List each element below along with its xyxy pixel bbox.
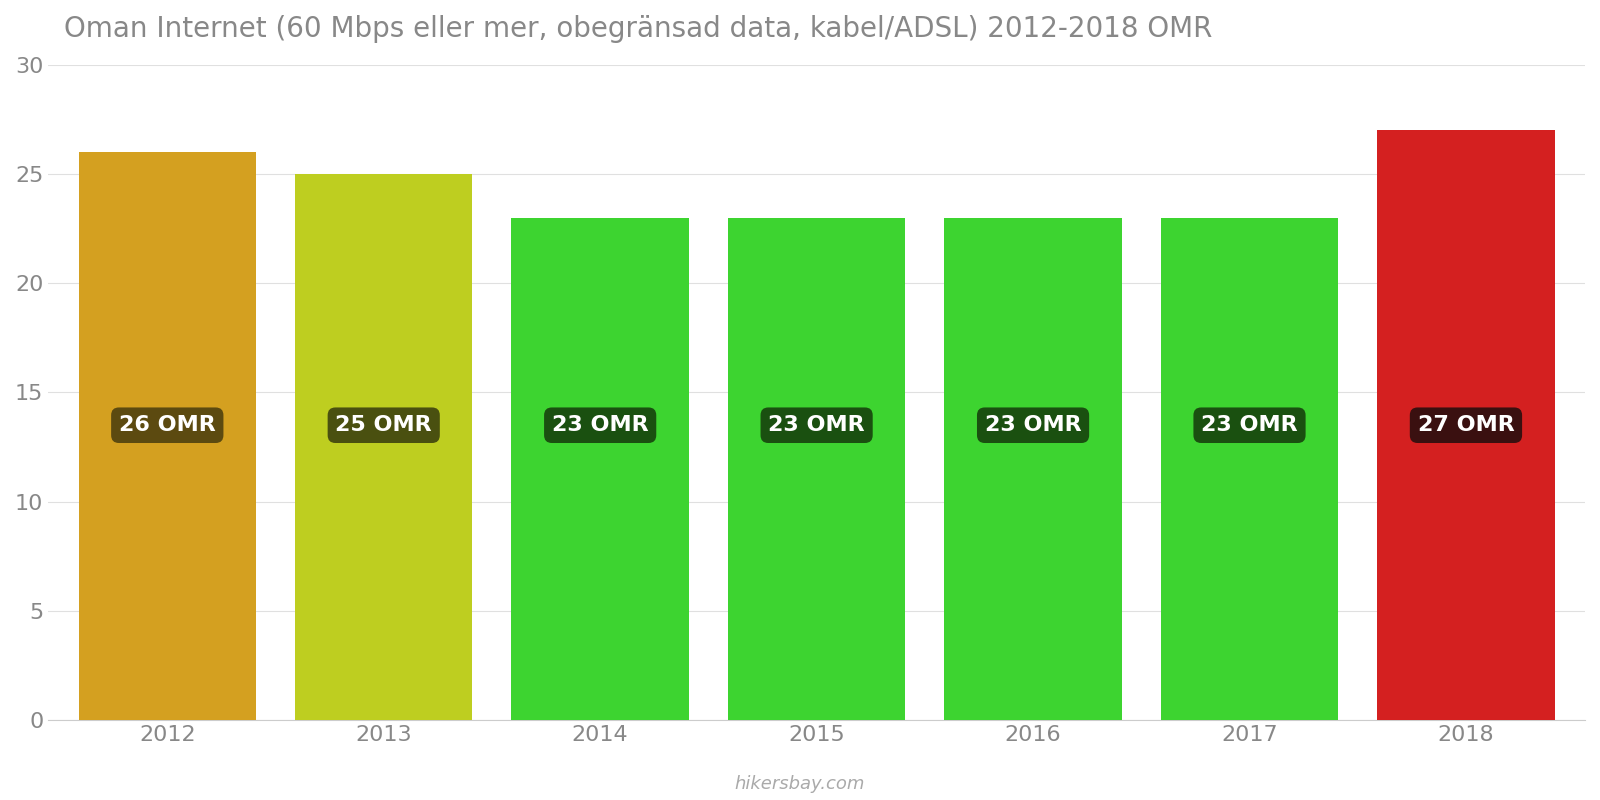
Bar (1378, 130, 1555, 720)
Bar (728, 218, 906, 720)
Text: 23 OMR: 23 OMR (984, 415, 1082, 435)
Text: 26 OMR: 26 OMR (118, 415, 216, 435)
Bar (294, 174, 472, 720)
Bar (512, 218, 690, 720)
Text: Oman Internet (60 Mbps eller mer, obegränsad data, kabel/ADSL) 2012-2018 OMR: Oman Internet (60 Mbps eller mer, obegrä… (64, 15, 1211, 43)
Text: 25 OMR: 25 OMR (336, 415, 432, 435)
Bar (78, 152, 256, 720)
Text: 23 OMR: 23 OMR (768, 415, 866, 435)
Text: 23 OMR: 23 OMR (1202, 415, 1298, 435)
Text: 27 OMR: 27 OMR (1418, 415, 1514, 435)
Text: hikersbay.com: hikersbay.com (734, 775, 866, 793)
Text: 23 OMR: 23 OMR (552, 415, 648, 435)
Bar (944, 218, 1122, 720)
Bar (1160, 218, 1338, 720)
